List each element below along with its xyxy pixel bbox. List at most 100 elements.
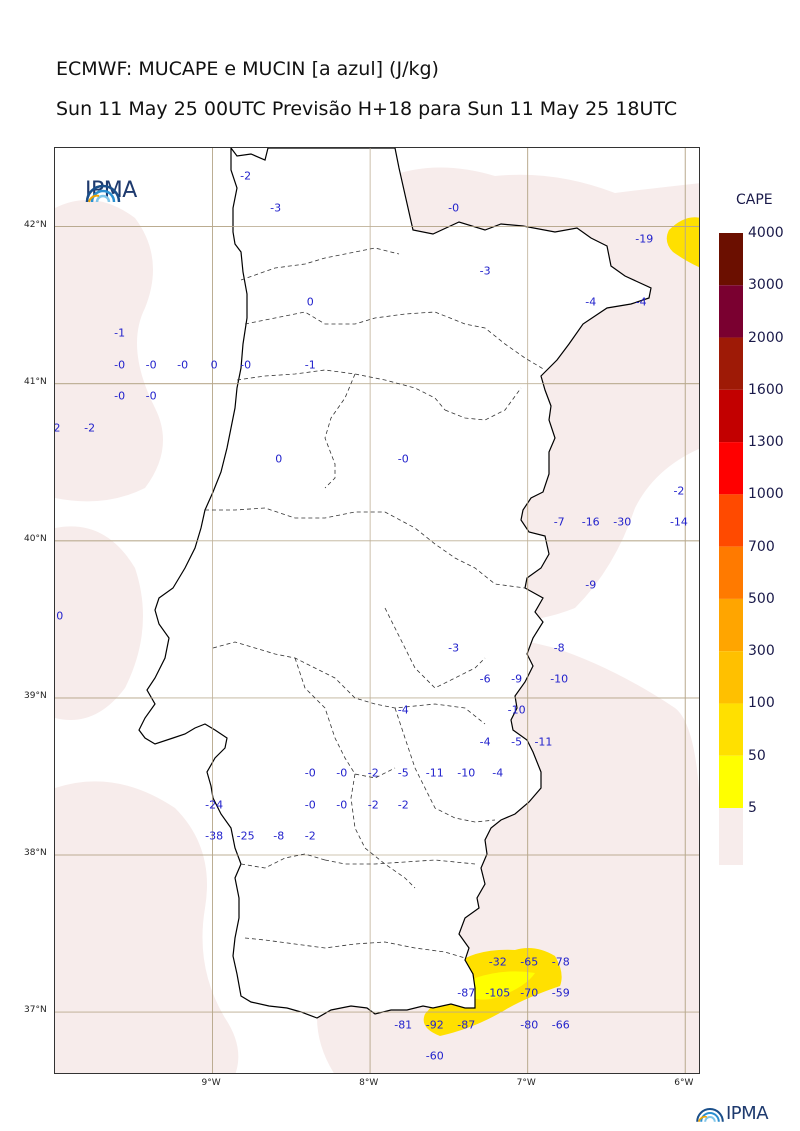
mucin-value-label: -2 [367, 766, 379, 780]
ipma-logo-icon [85, 184, 121, 203]
portugal-coastline [138, 148, 652, 1019]
mucin-value-label: -1 [304, 358, 316, 372]
mucin-value-label: -5 [511, 735, 523, 749]
lat-tick-label: 42°N [24, 219, 47, 230]
mucin-value-label: -2 [240, 169, 252, 183]
map-panel: -2 -3 -0 -3 -19 0 -4 -4 -1 -0 -0 -0 0 -0 -1 -0 -0 -2 -2 0 -0… [54, 147, 700, 1074]
mucin-value-label: -92 [425, 1018, 444, 1032]
lat-tick-label: 37°N [24, 1005, 47, 1016]
lat-tick-label: 39°N [24, 690, 47, 701]
chart-title: ECMWF: MUCAPE e MUCIN [a azul] (J/kg) [56, 58, 439, 80]
mucin-value-label: -78 [551, 955, 570, 969]
colorbar-level-label: 700 [748, 538, 775, 555]
colorbar-segment [719, 651, 743, 704]
mucin-value-label: -0 [114, 389, 126, 403]
mucin-value-label: -0 [145, 358, 157, 372]
colorbar-segment [719, 703, 743, 756]
colorbar-level-label: 50 [748, 747, 766, 764]
cape-light-region [55, 526, 143, 720]
colorbar-level-label: 1600 [748, 381, 784, 398]
mucin-value-label: -8 [553, 641, 565, 655]
district-border [294, 657, 396, 779]
mucin-value-label: -3 [479, 264, 491, 278]
colorbar-level-label: 4000 [748, 225, 784, 241]
lat-tick-label: 40°N [24, 533, 47, 544]
mucin-value-label: -0 [304, 766, 316, 780]
colorbar-level-label: 500 [748, 590, 775, 607]
mucin-value-label: -2 [54, 421, 61, 435]
mucin-value-label: -0 [336, 798, 348, 812]
mucin-value-label: 0 [210, 358, 218, 372]
mucin-value-label: -38 [205, 829, 224, 843]
colorbar-level-label: 1000 [748, 486, 784, 503]
district-border [394, 707, 496, 823]
colorbar-segment [719, 598, 743, 652]
mucin-value-label: -4 [492, 766, 504, 780]
mucin-value-label: -11 [534, 735, 553, 749]
mucin-value-label: -25 [236, 829, 255, 843]
mucin-value-label: -7 [553, 515, 565, 529]
mucin-value-label: -2 [397, 798, 409, 812]
mucin-value-label: -59 [551, 986, 570, 1000]
colorbar-level-label: 5 [748, 800, 757, 816]
mucin-value-label: -81 [394, 1018, 413, 1032]
mucin-value-label: -0 [114, 358, 126, 372]
mucin-value-label: -87 [457, 1018, 476, 1032]
mucin-value-label: -1 [114, 326, 126, 340]
cape-yellow-region [666, 217, 699, 268]
mucin-value-label: -10 [550, 672, 569, 686]
colorbar-segment [719, 389, 743, 443]
district-border [244, 311, 546, 371]
mucin-value-label: -0 [240, 358, 252, 372]
cape-light-region [55, 200, 163, 502]
mucin-value-label: -8 [273, 829, 285, 843]
colorbar-title: CAPE [736, 192, 773, 208]
colorbar-segment [719, 755, 743, 808]
ipma-footer-logo-icon [696, 1108, 724, 1123]
colorbar-level-label: 300 [748, 643, 775, 660]
mucin-value-label: -87 [457, 986, 476, 1000]
mucin-value-label: -30 [613, 515, 632, 529]
colorbar-level-label: 100 [748, 695, 775, 712]
mucin-value-label: -2 [84, 421, 96, 435]
district-border [212, 641, 486, 725]
colorbar-segment [719, 337, 743, 390]
lon-tick-label: 8°W [359, 1078, 379, 1088]
mucin-value-label: -80 [520, 1018, 539, 1032]
district-border [444, 387, 522, 421]
mucin-value-label: 0 [306, 295, 314, 309]
mucin-value-label: -70 [520, 986, 539, 1000]
mucin-value-label: -0 [145, 389, 157, 403]
mucin-value-label: -65 [520, 955, 539, 969]
district-border [384, 607, 486, 689]
lat-tick-label: 41°N [24, 376, 47, 387]
district-border [240, 247, 400, 281]
lon-tick-label: 9°W [201, 1078, 221, 1088]
colorbar-segment [719, 233, 743, 286]
colorbar [719, 233, 743, 865]
district-border [350, 773, 416, 889]
cape-yellow-region [467, 971, 535, 1000]
colorbar-level-label: 2000 [748, 329, 784, 346]
mucin-value-label: -60 [425, 1049, 444, 1063]
mucin-value-label: -6 [479, 672, 491, 686]
mucin-value-label: -0 [336, 766, 348, 780]
ipma-logo: IPMA [83, 178, 137, 203]
mucin-value-label: -4 [635, 295, 647, 309]
cape-light-region [55, 781, 239, 1073]
lat-tick-label: 38°N [24, 848, 47, 859]
colorbar-level-label: 1300 [748, 434, 784, 451]
colorbar-segment [719, 546, 743, 599]
mucin-value-label: -66 [551, 1018, 570, 1032]
mucin-value-label: -5 [397, 766, 409, 780]
mucin-value-label: -105 [485, 986, 511, 1000]
chart-subtitle: Sun 11 May 25 00UTC Previsão H+18 para S… [56, 98, 678, 120]
colorbar-segment [719, 285, 743, 338]
mucin-value-label: -3 [448, 641, 460, 655]
mucin-value-label: -11 [425, 766, 444, 780]
district-border [236, 369, 446, 411]
mucin-value-label: -2 [673, 484, 685, 498]
mucin-value-label: -10 [507, 703, 526, 717]
mucin-value-label: -9 [511, 672, 523, 686]
mucin-value-label: -4 [479, 735, 491, 749]
